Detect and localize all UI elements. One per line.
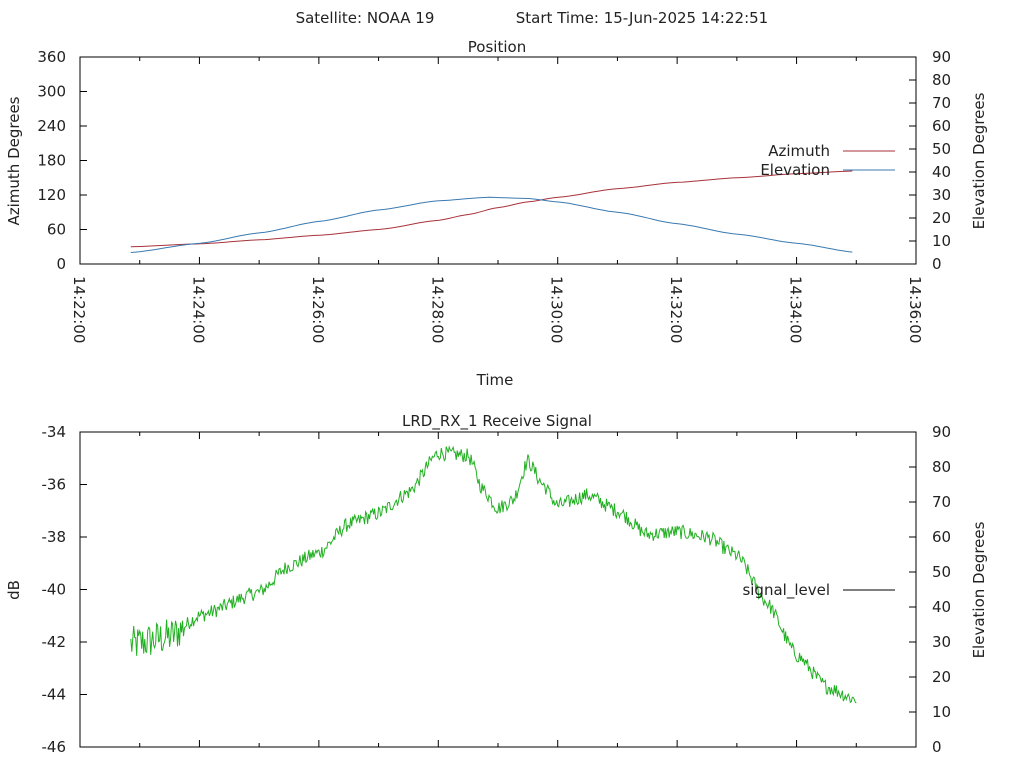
right-tick-label: 40 [932,163,951,181]
x-tick-label: 14:30:00 [548,276,566,343]
elevation-axis-label-top: Elevation Degrees [970,92,988,229]
left-tick-label: 360 [37,48,66,66]
right-tick-label: 90 [932,423,951,441]
right-tick-label: 10 [932,703,951,721]
azimuth-line [130,170,853,248]
elevation-axis-label-bottom: Elevation Degrees [970,521,988,658]
legend-azimuth-label: Azimuth [768,142,830,160]
left-tick-label: 0 [56,255,66,273]
left-tick-label: -38 [42,528,67,546]
right-tick-label: 60 [932,528,951,546]
left-tick-label: 180 [37,152,66,170]
right-tick-label: 70 [932,493,951,511]
right-tick-label: 10 [932,232,951,250]
x-tick-label: 14:34:00 [787,276,805,343]
x-tick-label: 14:36:00 [906,276,924,343]
x-tick-label: 14:32:00 [667,276,685,343]
position-chart-title: Position [468,38,526,56]
position-y2-axis: 0 10 20 30 40 50 60 70 80 90 [909,48,951,273]
left-tick-label: 300 [37,83,66,101]
legend-elevation-label: Elevation [760,161,830,179]
legend-signal-label: signal_level [742,581,830,600]
left-tick-label: 120 [37,186,66,204]
signal-series [130,445,857,704]
position-y-axis: 0 60 120 180 240 300 360 [37,48,87,273]
signal-level-line [130,445,857,704]
position-chart: Position 0 60 120 180 240 300 360 0 10 20 30 40 50 6… [5,38,988,389]
right-tick-label: 90 [932,48,951,66]
left-tick-label: -42 [42,633,67,651]
position-legend: Azimuth Elevation [760,142,895,179]
left-tick-label: -46 [42,738,67,756]
right-tick-label: 50 [932,140,951,158]
right-tick-label: 0 [932,255,942,273]
x-tick-label: 14:28:00 [428,276,446,343]
signal-y-axis: -34 -36 -38 -40 -42 -44 -46 [42,423,87,756]
right-tick-label: 70 [932,94,951,112]
time-axis-label: Time [476,371,514,389]
azimuth-axis-label: Azimuth Degrees [5,96,23,225]
start-time-label: Start Time: 15-Jun-2025 14:22:51 [516,9,768,27]
right-tick-label: 80 [932,71,951,89]
signal-chart: LRD_RX_1 Receive Signal -34-36-38-40-42-… [5,412,988,756]
signal-x-axis [79,432,917,747]
left-tick-label: -44 [42,686,67,704]
signal-y2-axis: 0 10 20 30 40 50 60 70 80 90 [909,423,951,756]
satellite-label: Satellite: NOAA 19 [296,9,435,27]
position-series [130,170,853,253]
right-tick-label: 0 [932,738,942,756]
left-tick-label: -40 [42,581,67,599]
left-tick-label: -36 [42,476,67,494]
right-tick-label: 60 [932,117,951,135]
signal-legend: signal_level [742,581,895,600]
right-tick-label: 30 [932,633,951,651]
left-tick-label: 240 [37,117,66,135]
right-tick-label: 40 [932,598,951,616]
elevation-line [130,196,853,253]
x-tick-label: 14:24:00 [189,276,207,343]
left-tick-label: -34 [42,423,67,441]
right-tick-label: 20 [932,209,951,227]
right-tick-label: 80 [932,458,951,476]
x-tick-label: 14:26:00 [309,276,327,343]
x-tick-label: 14:22:00 [70,276,88,343]
left-tick-label: 60 [47,221,66,239]
position-x-axis: 14:22:00 14:24:00 14:26:00 14:28:00 14:30:00… [70,57,924,343]
signal-chart-title: LRD_RX_1 Receive Signal [402,412,592,431]
right-tick-label: 30 [932,186,951,204]
db-axis-label: dB [5,580,23,600]
right-tick-label: 50 [932,563,951,581]
right-tick-label: 20 [932,668,951,686]
